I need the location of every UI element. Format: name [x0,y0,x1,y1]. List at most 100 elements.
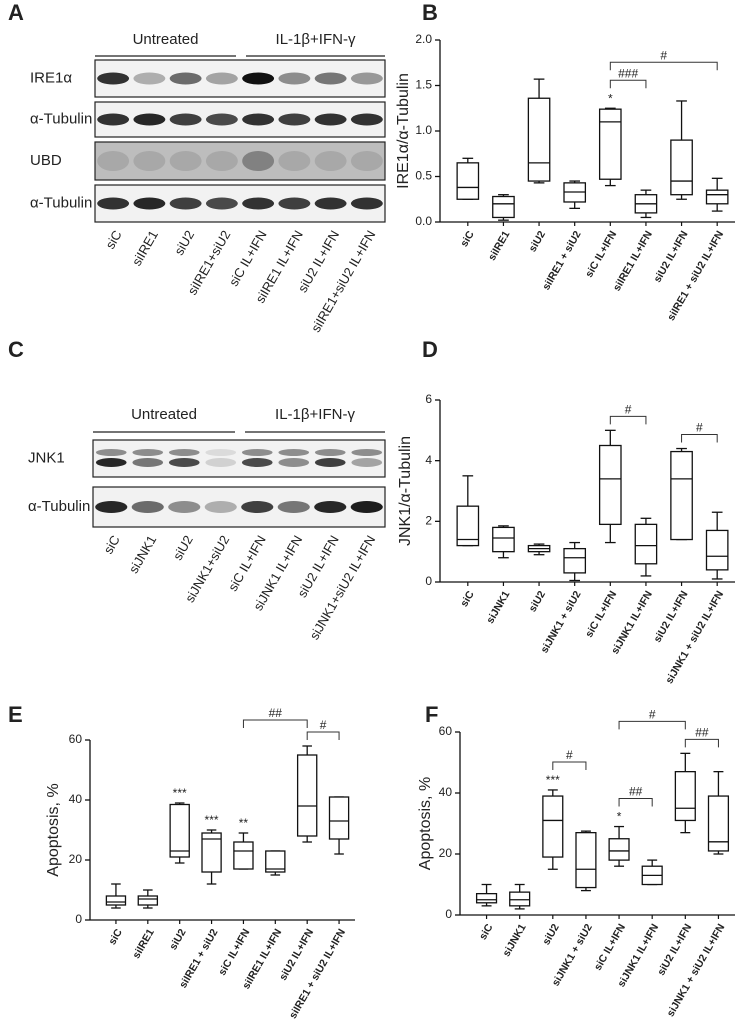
x-tick-label: siIRE1 [486,229,513,263]
band [242,72,275,85]
y-tick-label: 2.0 [415,32,432,46]
bracket [609,415,647,425]
band [169,113,202,126]
x-tick-label: siU2 [167,927,189,952]
band [278,113,311,126]
significance: *** [546,773,560,787]
band [133,72,166,85]
y-tick-label: 6 [425,392,432,406]
x-tick-label: siC IL+IFN [592,922,628,973]
y-tick-label: 0 [75,912,82,926]
band [205,458,237,467]
box [201,832,222,873]
band [133,113,166,126]
band [278,151,311,171]
lane-label: siC [102,228,124,252]
box [137,895,159,906]
band [205,72,238,85]
band [350,197,383,210]
band [133,151,166,171]
box [705,189,729,205]
band [169,72,202,85]
box [456,505,480,547]
x-tick-label: siJNK1 [500,922,528,959]
box [705,529,729,571]
band [314,151,347,171]
band [205,113,238,126]
y-tick-label: 0.5 [415,169,432,183]
box [233,841,254,870]
group-label: Untreated [131,406,197,423]
lane-label: siIRE1+siU2 IL+IFN [308,228,378,335]
box [492,526,515,553]
box [296,754,318,837]
lane-label: siJNK1+siU2 IL+IFN [306,533,378,642]
bracket-label: ## [269,706,283,720]
y-axis-label: IRE1α/α-Tubulin [395,73,412,189]
bracket-label: ### [618,66,638,80]
band [350,72,383,85]
bracket-label: # [566,748,573,762]
y-tick-label: 0.0 [415,214,432,228]
box [563,547,587,574]
lane-label: siIRE1 [129,228,161,269]
box [492,195,515,219]
y-tick-label: 0 [425,574,432,588]
box [542,795,564,858]
group-label: Untreated [133,31,199,48]
y-tick-label: 4 [425,453,432,467]
box [575,832,597,889]
box [598,444,622,526]
y-tick-label: 20 [69,852,83,866]
box [456,162,480,200]
band [242,151,275,171]
x-tick-label: siC IL+IFN [216,927,252,978]
band [205,197,238,210]
box [169,803,190,858]
y-tick-label: 40 [439,785,453,799]
box [509,891,531,907]
bracket [609,79,647,89]
significance: *** [173,786,187,800]
band [314,449,346,456]
band [168,458,200,467]
panel-letter: E [8,702,23,727]
band [241,501,274,513]
x-tick-label: siC [477,922,496,943]
bracket-label: # [649,707,656,721]
band [97,197,130,210]
box [670,139,693,196]
bracket-label: # [696,421,703,435]
y-tick-label: 0 [445,907,452,921]
x-tick-label: siU2 IL+IFN [655,922,694,978]
band [350,151,383,171]
x-tick-label: siIRE1 [130,927,157,961]
band [97,113,130,126]
band [241,449,273,456]
box [707,795,730,852]
bracket [684,738,719,748]
blot-row [94,141,386,181]
band [97,151,130,171]
x-tick-label: siIRE1 IL+IFN [611,229,655,293]
significance: * [608,91,613,105]
row-label: α-Tubulin [30,194,92,211]
x-tick-label: siU2 [527,229,549,254]
x-tick-label: siJNK1 [484,589,512,626]
y-tick-label: 2 [425,514,432,528]
bracket-label: # [660,48,667,62]
bracket [609,61,718,71]
x-tick-label: siU2 [540,922,562,947]
row-label: α-Tubulin [30,110,92,127]
significance: *** [205,813,219,827]
band [97,72,130,85]
bracket [242,719,308,728]
bracket [681,434,718,443]
band [278,72,311,85]
x-tick-label: siIRE1 + siU2 [540,229,584,293]
row-label: UBD [30,152,62,169]
band [205,449,237,456]
y-tick-label: 1.5 [415,78,432,92]
band [168,449,200,456]
